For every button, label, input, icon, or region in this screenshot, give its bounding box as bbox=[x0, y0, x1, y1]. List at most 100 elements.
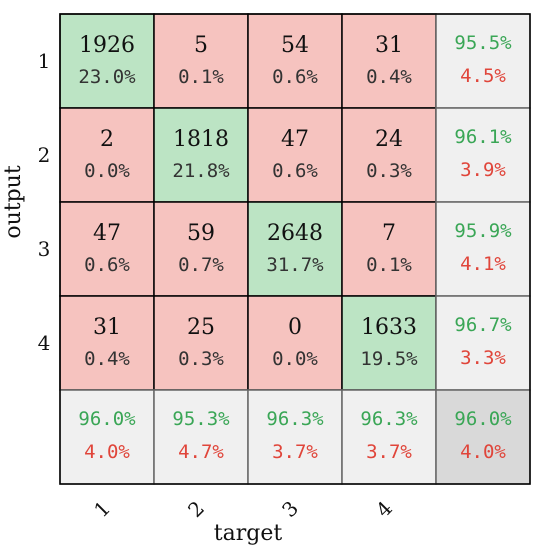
cell-count: 5 bbox=[194, 33, 208, 58]
col-error-percent: 3.7% bbox=[272, 441, 318, 463]
summary-background bbox=[435, 201, 531, 297]
matrix-cell: 24 0.3% bbox=[341, 107, 437, 203]
cell-background bbox=[153, 201, 249, 297]
cell-percent: 0.4% bbox=[84, 348, 130, 370]
cell-background bbox=[153, 13, 249, 109]
cell-background bbox=[153, 295, 249, 391]
summary-background bbox=[153, 389, 249, 485]
cell-count: 2 bbox=[100, 127, 114, 152]
cell-count: 25 bbox=[187, 315, 215, 340]
cell-count: 59 bbox=[187, 221, 215, 246]
cell-count: 24 bbox=[375, 127, 403, 152]
cell-background bbox=[341, 107, 437, 203]
col-tick-label: 1 bbox=[89, 496, 115, 522]
cell-percent: 0.0% bbox=[272, 348, 318, 370]
row-tick-label: 3 bbox=[38, 237, 51, 261]
cell-percent: 0.4% bbox=[366, 66, 412, 88]
cell-background bbox=[341, 13, 437, 109]
summary-background bbox=[247, 389, 343, 485]
row-summary-cell: 96.7% 3.3% bbox=[435, 295, 531, 391]
matrix-cell: 59 0.7% bbox=[153, 201, 249, 297]
cell-background bbox=[247, 13, 343, 109]
cell-percent: 0.6% bbox=[272, 160, 318, 182]
row-error-percent: 3.9% bbox=[460, 159, 506, 181]
col-summary-cell: 95.3% 4.7% bbox=[153, 389, 249, 485]
row-error-percent: 3.3% bbox=[460, 347, 506, 369]
cell-background bbox=[59, 107, 155, 203]
row-correct-percent: 96.1% bbox=[454, 126, 512, 148]
cell-background bbox=[247, 295, 343, 391]
matrix-cell: 0 0.0% bbox=[247, 295, 343, 391]
cell-percent: 0.3% bbox=[178, 348, 224, 370]
col-error-percent: 3.7% bbox=[366, 441, 412, 463]
matrix-cell: 5 0.1% bbox=[153, 13, 249, 109]
col-tick-label: 2 bbox=[183, 496, 209, 522]
summary-background bbox=[435, 295, 531, 391]
matrix-cell: 31 0.4% bbox=[59, 295, 155, 391]
matrix-cell: 1633 19.5% bbox=[341, 295, 437, 391]
cell-background bbox=[341, 295, 437, 391]
cell-percent: 23.0% bbox=[78, 66, 136, 88]
col-correct-percent: 96.0% bbox=[78, 408, 136, 430]
col-correct-percent: 95.3% bbox=[172, 408, 230, 430]
matrix-cell: 2648 31.7% bbox=[247, 201, 343, 297]
cell-count: 1926 bbox=[79, 33, 135, 58]
matrix-cell: 47 0.6% bbox=[59, 201, 155, 297]
col-summary-cell: 96.0% 4.0% bbox=[59, 389, 155, 485]
cell-background bbox=[247, 107, 343, 203]
cell-background bbox=[59, 201, 155, 297]
overall-summary-cell: 96.0% 4.0% bbox=[435, 389, 531, 485]
col-summary-cell: 96.3% 3.7% bbox=[341, 389, 437, 485]
cell-background bbox=[153, 107, 249, 203]
cell-background bbox=[59, 13, 155, 109]
col-error-percent: 4.0% bbox=[84, 441, 130, 463]
matrix-cell: 1818 21.8% bbox=[153, 107, 249, 203]
summary-background bbox=[59, 389, 155, 485]
cell-percent: 0.0% bbox=[84, 160, 130, 182]
cell-percent: 0.1% bbox=[178, 66, 224, 88]
row-correct-percent: 96.7% bbox=[454, 314, 512, 336]
row-summary-cell: 95.5% 4.5% bbox=[435, 13, 531, 109]
y-axis-label: output bbox=[1, 165, 26, 239]
col-correct-percent: 96.3% bbox=[360, 408, 418, 430]
row-correct-percent: 95.9% bbox=[454, 220, 512, 242]
summary-background bbox=[435, 13, 531, 109]
matrix-cell: 54 0.6% bbox=[247, 13, 343, 109]
cell-count: 31 bbox=[375, 33, 403, 58]
col-error-percent: 4.7% bbox=[178, 441, 224, 463]
cell-count: 54 bbox=[281, 33, 309, 58]
cell-count: 47 bbox=[281, 127, 309, 152]
row-error-percent: 4.1% bbox=[460, 253, 506, 275]
col-correct-percent: 96.3% bbox=[266, 408, 324, 430]
row-error-percent: 4.5% bbox=[460, 65, 506, 87]
overall-error-percent: 4.0% bbox=[460, 441, 506, 463]
cell-count: 47 bbox=[93, 221, 121, 246]
cell-count: 1818 bbox=[173, 127, 229, 152]
matrix-frame bbox=[59, 13, 531, 485]
cell-percent: 21.8% bbox=[172, 160, 230, 182]
cell-count: 2648 bbox=[267, 221, 323, 246]
col-tick-label: 4 bbox=[371, 496, 397, 522]
cell-percent: 0.6% bbox=[84, 254, 130, 276]
col-tick-label: 3 bbox=[277, 496, 303, 522]
cell-percent: 19.5% bbox=[360, 348, 418, 370]
overall-background bbox=[435, 389, 531, 485]
cell-percent: 0.1% bbox=[366, 254, 412, 276]
cell-percent: 0.7% bbox=[178, 254, 224, 276]
matrix-cell: 47 0.6% bbox=[247, 107, 343, 203]
col-summary-cell: 96.3% 3.7% bbox=[247, 389, 343, 485]
matrix-cell: 31 0.4% bbox=[341, 13, 437, 109]
row-tick-label: 2 bbox=[38, 143, 51, 167]
cell-background bbox=[247, 201, 343, 297]
row-summary-cell: 95.9% 4.1% bbox=[435, 201, 531, 297]
cell-background bbox=[59, 295, 155, 391]
cell-count: 7 bbox=[382, 221, 396, 246]
row-tick-label: 4 bbox=[38, 331, 51, 355]
cell-count: 31 bbox=[93, 315, 121, 340]
matrix-cell: 1926 23.0% bbox=[59, 13, 155, 109]
cell-percent: 0.6% bbox=[272, 66, 318, 88]
x-axis-label: target bbox=[214, 521, 283, 546]
row-correct-percent: 95.5% bbox=[454, 32, 512, 54]
row-tick-label: 1 bbox=[38, 49, 51, 73]
